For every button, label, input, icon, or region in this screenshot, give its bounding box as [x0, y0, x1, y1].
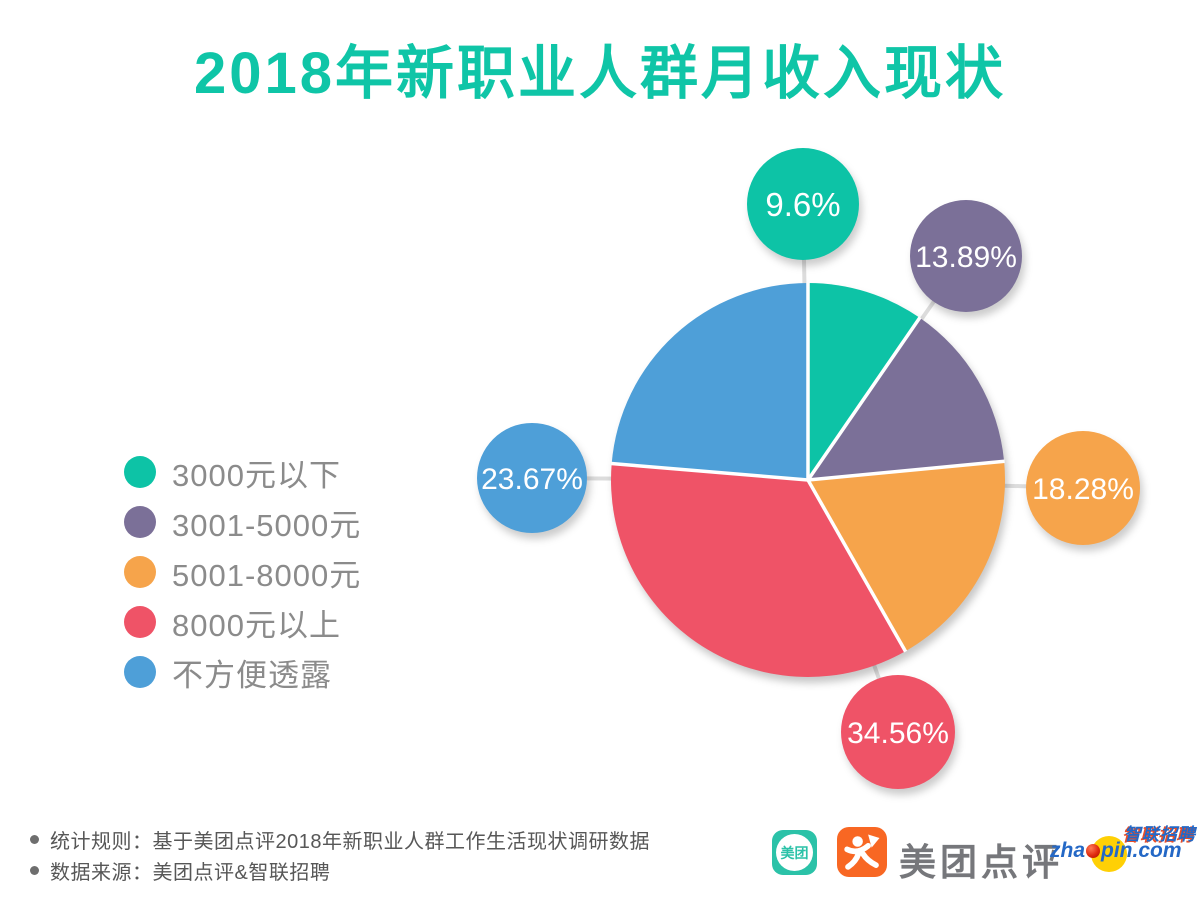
chart-legend: 3000元以下 3001-5000元 5001-8000元 8000元以上 不方便透露	[124, 447, 361, 697]
legend-label: 8000元以上	[172, 607, 341, 643]
callout-bubble-4	[477, 423, 587, 533]
note-row: 统计规则：基于美团点评2018年新职业人群工作生活现状调研数据	[30, 824, 650, 855]
callout-bubbles	[477, 148, 1140, 789]
legend-dot-icon	[124, 606, 156, 638]
legend-item: 5001-8000元	[124, 547, 361, 597]
legend-item: 3000元以下	[124, 447, 361, 497]
callout-bubble-1	[910, 200, 1022, 312]
legend-item: 3001-5000元	[124, 497, 361, 547]
pie-slice-2	[808, 461, 1005, 652]
legend-label: 5001-8000元	[172, 557, 362, 593]
callout-bubble-0	[747, 148, 859, 260]
callout-values: 9.6% 13.89% 18.28% 34.56% 23.67%	[481, 186, 1134, 750]
pie-slice-1	[808, 317, 1005, 480]
callout-value: 13.89%	[915, 241, 1017, 274]
pie-slice-3	[611, 463, 906, 677]
legend-item: 8000元以上	[124, 597, 361, 647]
bullet-icon	[30, 866, 39, 875]
pie-slice-0	[808, 283, 920, 480]
note-data-source: 数据来源：美团点评&智联招聘	[50, 862, 331, 884]
callout-value: 9.6%	[765, 186, 840, 223]
pie-slice-4	[611, 283, 808, 480]
slice-separator	[807, 459, 1005, 482]
page-title: 2018年新职业人群月收入现状	[193, 41, 1007, 106]
legend-label: 3001-5000元	[172, 507, 362, 543]
callout-value: 23.67%	[481, 463, 583, 496]
note-row: 数据来源：美团点评&智联招聘	[30, 855, 650, 886]
bullet-icon	[30, 835, 39, 844]
note-statistics-rule: 统计规则：基于美团点评2018年新职业人群工作生活现状调研数据	[50, 831, 650, 853]
pie-slices	[611, 282, 1005, 677]
slice-separator	[806, 316, 922, 481]
legend-label: 不方便透露	[172, 657, 332, 693]
legend-item: 不方便透露	[124, 647, 361, 697]
legend-dot-icon	[124, 656, 156, 688]
legend-dot-icon	[124, 556, 156, 588]
callout-value: 18.28%	[1032, 473, 1134, 506]
legend-dot-icon	[124, 456, 156, 488]
footer-notes: 统计规则：基于美团点评2018年新职业人群工作生活现状调研数据 数据来源：美团点…	[30, 824, 650, 886]
slice-separator	[806, 479, 908, 653]
callout-value: 34.56%	[847, 717, 949, 750]
legend-label: 3000元以下	[172, 457, 341, 493]
slice-separator	[611, 461, 809, 482]
callout-bubble-2	[1026, 431, 1140, 545]
legend-dot-icon	[124, 506, 156, 538]
callout-bubble-3	[841, 675, 955, 789]
